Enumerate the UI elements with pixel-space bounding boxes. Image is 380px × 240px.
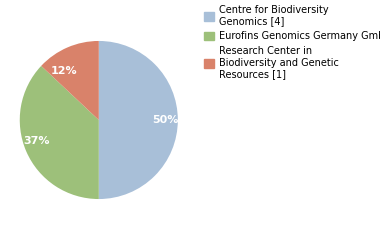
Text: 50%: 50% [152, 115, 179, 125]
Wedge shape [41, 41, 99, 120]
Text: 12%: 12% [51, 66, 78, 76]
Wedge shape [99, 41, 178, 199]
Wedge shape [20, 66, 99, 199]
Text: 37%: 37% [23, 136, 49, 146]
Legend: Centre for Biodiversity
Genomics [4], Eurofins Genomics Germany GmbH [3], Resear: Centre for Biodiversity Genomics [4], Eu… [204, 5, 380, 79]
